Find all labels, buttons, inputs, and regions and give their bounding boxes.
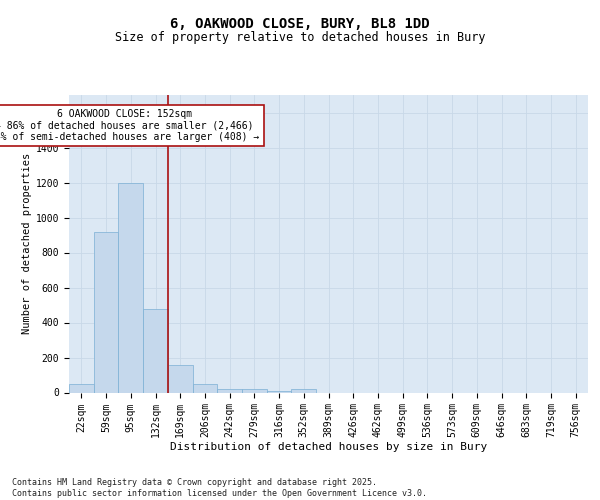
- Bar: [168, 364, 193, 392]
- Bar: [143, 308, 168, 392]
- Text: Size of property relative to detached houses in Bury: Size of property relative to detached ho…: [115, 31, 485, 44]
- Bar: [292, 389, 316, 392]
- Text: 6, OAKWOOD CLOSE, BURY, BL8 1DD: 6, OAKWOOD CLOSE, BURY, BL8 1DD: [170, 18, 430, 32]
- Text: 6 OAKWOOD CLOSE: 152sqm
← 86% of detached houses are smaller (2,466)
14% of semi: 6 OAKWOOD CLOSE: 152sqm ← 86% of detache…: [0, 109, 260, 142]
- Bar: [267, 391, 292, 392]
- X-axis label: Distribution of detached houses by size in Bury: Distribution of detached houses by size …: [170, 442, 487, 452]
- Bar: [242, 389, 267, 392]
- Bar: [193, 384, 217, 392]
- Text: Contains HM Land Registry data © Crown copyright and database right 2025.
Contai: Contains HM Land Registry data © Crown c…: [12, 478, 427, 498]
- Y-axis label: Number of detached properties: Number of detached properties: [22, 153, 32, 334]
- Bar: [217, 389, 242, 392]
- Bar: [118, 182, 143, 392]
- Bar: [69, 384, 94, 392]
- Bar: [94, 232, 118, 392]
